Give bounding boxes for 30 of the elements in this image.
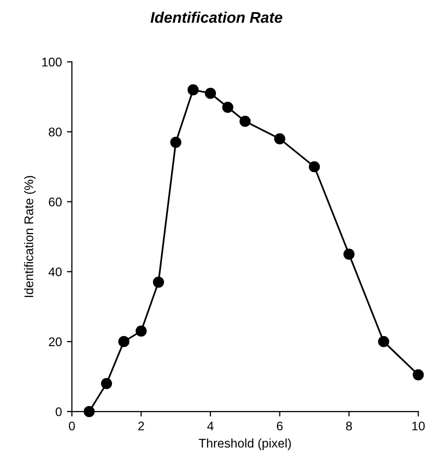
- point: [222, 102, 234, 113]
- point: [84, 406, 95, 418]
- x-tick-label: 8: [346, 422, 352, 430]
- x-tick-label: 6: [276, 422, 283, 430]
- x-tick-label: 2: [138, 422, 144, 430]
- chart-title: Identification Rate: [150, 12, 282, 23]
- x-axis-title: Threshold (pixel): [198, 438, 291, 450]
- point: [100, 378, 112, 390]
- point: [204, 88, 216, 99]
- point: [152, 276, 164, 288]
- y-axis-title: Identification Rate (%): [24, 176, 36, 298]
- y-tick-label: 40: [48, 267, 62, 276]
- x-tick-label: 10: [412, 422, 425, 430]
- point: [308, 161, 320, 172]
- point: [170, 136, 182, 148]
- x-tick-label: 4: [207, 422, 214, 430]
- point: [412, 369, 424, 380]
- x-tick-label: 0: [68, 422, 75, 430]
- point: [240, 116, 251, 127]
- y-tick-label: 60: [48, 198, 62, 206]
- point: [343, 248, 355, 260]
- point: [136, 326, 147, 337]
- point: [378, 336, 390, 348]
- y-tick-label: 0: [56, 407, 62, 416]
- point: [188, 84, 199, 96]
- y-tick-label: 100: [42, 58, 62, 66]
- point: [274, 133, 286, 144]
- y-tick-label: 20: [48, 337, 62, 346]
- point: [118, 336, 130, 348]
- y-tick-label: 80: [48, 128, 62, 136]
